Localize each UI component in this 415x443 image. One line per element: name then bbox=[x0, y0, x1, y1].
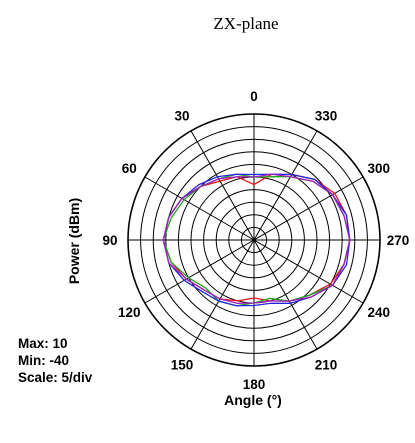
stat-scale: Scale: 5/div bbox=[18, 370, 93, 385]
polar-grid bbox=[127, 113, 381, 367]
angle-tick-label: 30 bbox=[174, 108, 189, 123]
stat-max: Max: 10 bbox=[18, 336, 68, 351]
grid-spoke bbox=[144, 176, 255, 241]
data-series bbox=[162, 173, 351, 307]
grid-spoke bbox=[253, 176, 364, 241]
angle-tick-label: 300 bbox=[367, 161, 390, 176]
series-line bbox=[162, 173, 351, 304]
angle-tick-label: 120 bbox=[118, 305, 141, 320]
angle-tick-label: 90 bbox=[102, 233, 117, 248]
angle-tick-label: 60 bbox=[122, 161, 137, 176]
angle-tick-label: 0 bbox=[250, 89, 258, 104]
angular-axis-label: Angle (°) bbox=[224, 392, 282, 408]
stat-min: Min: -40 bbox=[18, 353, 69, 368]
chart-title: ZX-plane bbox=[213, 14, 278, 33]
angle-tick-label: 150 bbox=[171, 358, 194, 373]
grid-spoke bbox=[253, 239, 318, 350]
angle-tick-label: 210 bbox=[315, 358, 338, 373]
angle-tick-label: 270 bbox=[387, 233, 410, 248]
angle-tick-label: 330 bbox=[315, 108, 338, 123]
angle-tick-labels: 0 30 60 90 120 150 180 210 240 270 300 330 bbox=[102, 89, 409, 392]
angle-tick-label: 180 bbox=[243, 377, 266, 392]
angle-tick-label: 240 bbox=[367, 305, 390, 320]
grid-spoke bbox=[144, 239, 255, 304]
grid-spoke bbox=[253, 239, 364, 304]
grid-spoke bbox=[190, 239, 255, 350]
radial-axis-label: Power (dBm) bbox=[66, 198, 82, 284]
grid-spoke bbox=[190, 130, 255, 241]
grid-spoke bbox=[253, 130, 318, 241]
